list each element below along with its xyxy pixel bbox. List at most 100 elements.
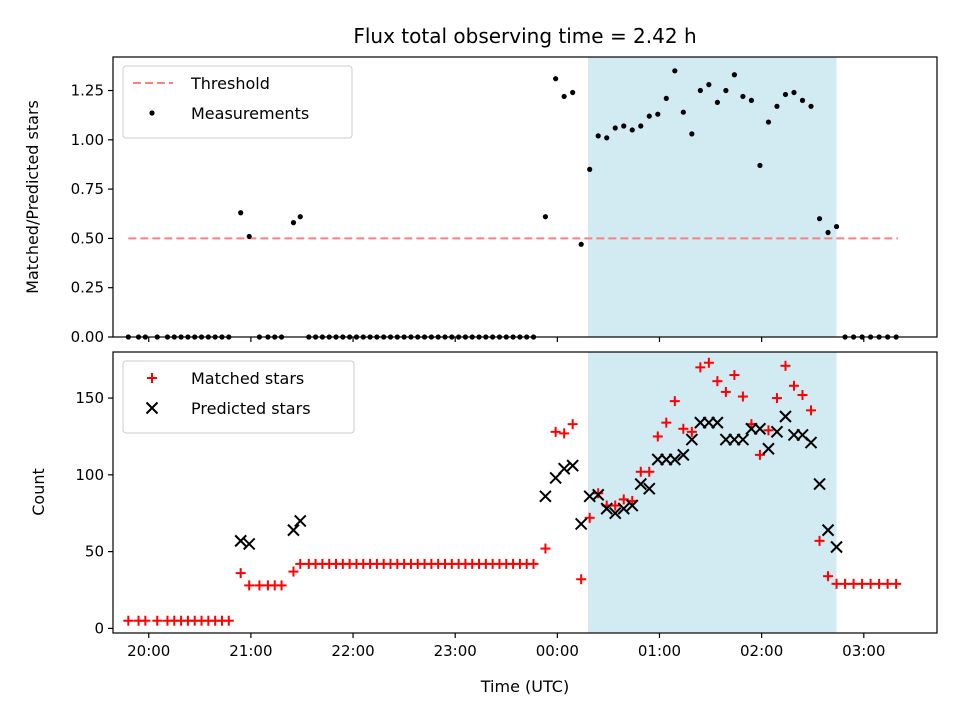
ratio-panel: 0.00 0.25 0.50 0.75 1.00 1.25 Threshold Measure… (71, 56, 938, 346)
point-1-1 (242, 537, 256, 551)
point-1-37 (821, 523, 835, 537)
point-0-75 (706, 82, 712, 88)
point-1-10 (591, 488, 605, 502)
point-1-2-b (287, 523, 300, 537)
x-tick-label-6: 02:00 (740, 642, 783, 660)
point-0-70 (663, 95, 669, 102)
point-0-87 (806, 405, 817, 416)
point-0-16 (254, 580, 265, 591)
point-1-12-b (609, 507, 622, 520)
legend: Threshold Measurements (122, 65, 353, 139)
point-1-19-b (668, 453, 682, 466)
point-1-3-b (294, 514, 307, 528)
chart-title: Flux total observing time = 2.42 h (353, 24, 696, 48)
point-1-31 (770, 425, 784, 439)
point-0-90 (831, 578, 842, 589)
y-tick-label-3: 0.75 (71, 180, 104, 198)
point-0-97 (891, 578, 902, 589)
point-1-6 (557, 462, 571, 475)
point-0-3 (152, 615, 163, 626)
point-0-88 (816, 216, 823, 222)
point-1-14 (626, 499, 639, 512)
point-0-21 (295, 558, 306, 569)
point-0-79 (740, 93, 746, 100)
point-0-89 (825, 229, 831, 236)
point-1-20-b (677, 448, 690, 462)
axes-frame (112, 351, 938, 634)
point-1-32 (779, 410, 792, 423)
point-0-58 (559, 428, 570, 439)
point-0-83 (771, 393, 782, 404)
point-1-8-b (574, 517, 588, 531)
point-1-37-b (821, 523, 835, 537)
point-0-88 (814, 535, 825, 546)
point-0-72 (680, 109, 686, 115)
point-0-84 (782, 91, 789, 98)
point-0-78 (729, 370, 740, 381)
y-tick-label-1: 50 (85, 543, 104, 561)
point-0-95 (874, 578, 885, 589)
point-1-4-b (539, 490, 552, 503)
y-tick-label-3: 150 (75, 389, 104, 407)
point-0-60 (576, 574, 587, 585)
point-1-15-b (634, 477, 647, 491)
point-0-82 (763, 425, 774, 436)
x-tick-label-7: 03:00 (842, 642, 885, 660)
point-0-86 (799, 97, 806, 103)
point-0-74 (695, 362, 706, 373)
legend-swatch-1 (145, 401, 159, 415)
legend-box (122, 360, 355, 434)
point-1-13-b (617, 502, 630, 515)
legend-swatch-1 (149, 110, 155, 116)
series-x (234, 410, 843, 554)
point-1-29 (753, 422, 767, 435)
point-0-81 (754, 449, 765, 460)
point-0-13 (223, 615, 234, 626)
point-0-63 (604, 135, 610, 141)
point-0-75 (703, 357, 714, 368)
point-1-27-b (736, 433, 750, 446)
point-0-0 (123, 615, 134, 626)
point-1-35-b (804, 436, 818, 449)
point-0-67 (638, 123, 644, 129)
point-1-24 (711, 416, 724, 429)
point-0-87 (808, 103, 814, 109)
point-0-66 (629, 127, 635, 133)
point-0-85 (791, 89, 797, 96)
point-0-56 (542, 214, 549, 220)
point-1-15 (634, 477, 647, 491)
point-1-13 (617, 502, 630, 515)
point-0-76 (714, 99, 720, 105)
legend-label-0: Threshold (190, 74, 270, 93)
legend-label-1: Predicted stars (191, 399, 311, 418)
point-1-30-b (762, 442, 775, 455)
x-tick-label-1: 21:00 (229, 642, 272, 660)
point-0-61 (584, 512, 595, 523)
point-0-74 (697, 87, 703, 94)
point-1-38 (830, 540, 843, 554)
point-0-77 (723, 87, 729, 94)
point-0-62 (593, 488, 604, 499)
point-0-68 (646, 113, 652, 119)
point-1-21 (685, 433, 699, 446)
point-1-8 (574, 517, 588, 531)
point-1-32-b (779, 410, 792, 423)
point-0-85 (788, 380, 799, 391)
point-1-0 (234, 534, 247, 548)
point-1-24-b (711, 416, 724, 429)
point-0-55 (528, 558, 539, 569)
point-1-27 (736, 433, 750, 446)
count-panel: 0 50 100 150 20:00 21:00 22:00 23:00 00:00 01:00 0… (75, 351, 938, 660)
point-0-79 (737, 391, 748, 402)
point-0-94 (865, 578, 876, 589)
x-tick-label-4: 00:00 (536, 642, 579, 660)
point-0-59 (567, 419, 578, 430)
point-1-30 (762, 442, 775, 455)
legend: Matched stars Predicted stars (122, 360, 355, 434)
point-1-14-b (626, 499, 639, 512)
point-1-9-b (583, 490, 596, 503)
point-0-80 (748, 97, 755, 103)
point-0-65 (618, 494, 629, 505)
y-tick-label-5: 1.25 (71, 82, 104, 100)
